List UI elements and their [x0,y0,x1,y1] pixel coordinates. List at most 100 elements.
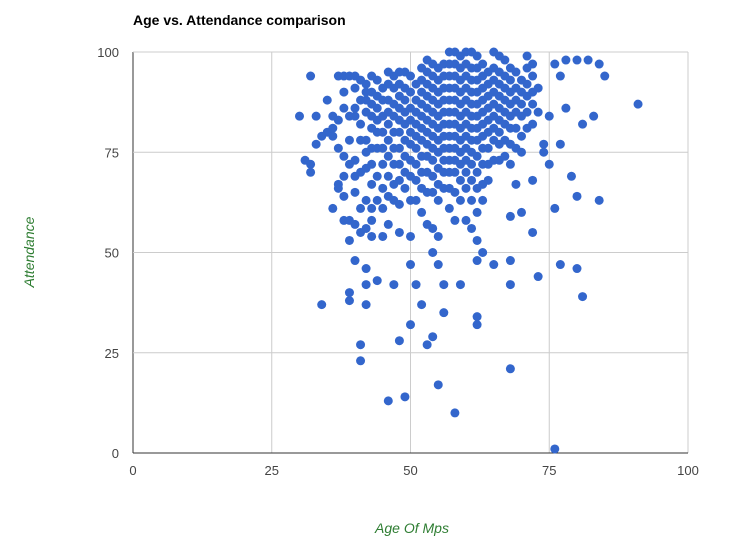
data-point [344,296,354,306]
data-point [367,179,377,189]
data-point [450,215,460,225]
data-point [389,280,399,290]
data-point [489,260,499,270]
data-point [400,183,410,193]
data-point [383,151,393,161]
data-point [339,171,349,181]
data-point [539,147,549,157]
data-point [295,111,304,121]
data-point [356,356,366,366]
data-point [383,119,393,129]
data-point [378,159,388,169]
data-point [428,332,438,342]
data-point [472,312,482,322]
data-point [378,231,388,241]
data-point [339,191,349,201]
data-point [455,175,465,185]
data-point [339,151,349,161]
x-tick-label: 50 [403,463,417,478]
data-point [505,159,515,169]
data-point [517,99,526,109]
data-point [367,231,377,241]
data-point [317,300,327,310]
data-point [428,155,438,165]
data-point [306,159,316,169]
data-point [633,99,643,109]
tick-labels: 0 25 50 75 100 0 25 50 75 100 [97,45,699,478]
data-point [461,167,471,177]
data-point [378,127,388,137]
data-point [500,151,510,161]
data-point [528,175,538,185]
data-point [428,248,438,257]
data-point [505,364,515,374]
data-point [411,195,421,205]
data-point [528,119,538,129]
data-point [411,280,421,290]
data-point [478,195,488,205]
data-point [472,235,482,245]
data-point [505,75,515,85]
data-point [533,272,543,282]
data-point [522,107,532,117]
data-point [417,207,427,217]
data-point [522,79,532,89]
data-point [517,147,526,157]
data-point [517,131,526,141]
data-point [450,187,460,197]
data-point [522,51,532,61]
data-point [339,103,349,113]
y-tick-label: 25 [105,346,119,361]
data-point [367,203,377,213]
data-point [467,223,477,233]
y-tick-label: 0 [112,446,119,461]
data-point [472,207,482,217]
data-point [311,111,321,121]
data-point [533,83,543,93]
x-tick-label: 25 [265,463,279,478]
data-point [544,159,554,169]
data-point [467,159,477,169]
data-point [444,203,454,213]
data-point [600,71,610,81]
data-point [383,171,393,181]
data-point [589,111,599,121]
data-point [594,59,604,69]
data-point [566,171,576,181]
y-tick-label: 50 [105,246,119,261]
data-point [372,103,382,113]
data-point [472,256,482,266]
data-point [394,143,404,153]
data-point [572,191,582,201]
data-point [433,231,443,241]
data-point [361,223,371,233]
data-point [394,127,404,137]
data-point [322,95,332,105]
data-point [544,111,554,121]
y-tick-label: 100 [97,45,119,60]
data-point [472,51,482,61]
data-points [295,47,643,454]
chart-title: Age vs. Attendance comparison [133,12,346,28]
data-point [372,171,382,181]
data-point [555,139,565,149]
data-point [539,139,549,149]
data-point [483,175,493,185]
data-point [455,280,465,290]
data-point [528,99,538,109]
data-point [472,320,482,330]
data-point [361,135,371,145]
x-tick-label: 0 [129,463,136,478]
data-point [583,55,593,65]
data-point [350,219,360,229]
data-point [411,143,421,153]
data-point [350,256,360,266]
data-point [550,59,560,69]
data-point [406,320,415,330]
data-point [572,264,582,274]
data-point [372,195,382,205]
data-point [461,215,471,225]
data-point [361,79,371,89]
data-point [383,219,393,229]
